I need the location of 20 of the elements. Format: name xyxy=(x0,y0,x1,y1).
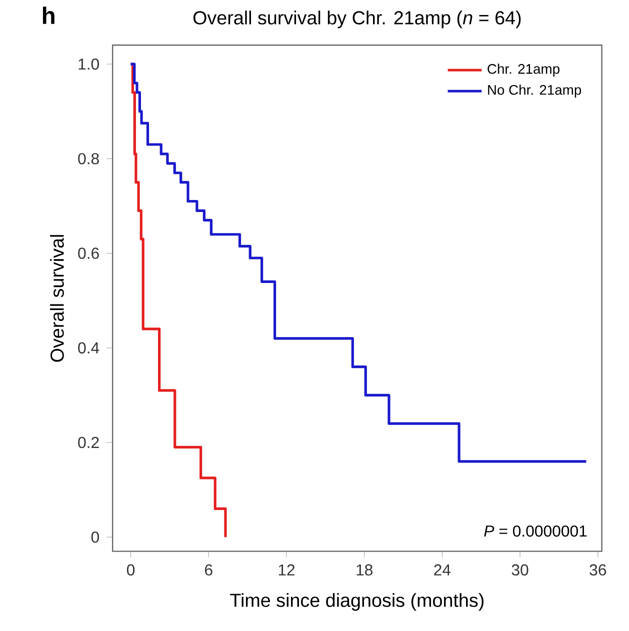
x-tick-label: 12 xyxy=(279,564,295,576)
y-tick-label: 0.2 xyxy=(78,436,99,448)
y-axis-title: Overall survival xyxy=(50,235,64,362)
text: h xyxy=(43,6,55,24)
legend-label: Chr. 21amp xyxy=(488,64,560,77)
legend-label: No Chr. 21amp xyxy=(488,84,582,98)
y-tick-label: 0.4 xyxy=(78,342,100,354)
x-axis-title: Time since diagnosis (months) xyxy=(230,593,484,611)
x-tick-label: 30 xyxy=(512,564,528,576)
x-tick-label: 18 xyxy=(356,564,373,576)
y-tick-label: 0.8 xyxy=(78,153,100,164)
annotation: P = 0.0000001 xyxy=(484,525,587,537)
chart-title: Overall survival by Chr. 21amp (n = 64) xyxy=(194,10,521,28)
x-tick-label: 6 xyxy=(205,564,212,576)
x-tick-label: 0 xyxy=(127,564,135,576)
y-tick-label: 0.6 xyxy=(78,248,100,259)
y-tick-label: 1.0 xyxy=(78,58,100,70)
y-tick-label: 0 xyxy=(92,531,100,543)
x-tick-label: 24 xyxy=(434,564,451,576)
x-tick-label: 36 xyxy=(590,564,606,576)
